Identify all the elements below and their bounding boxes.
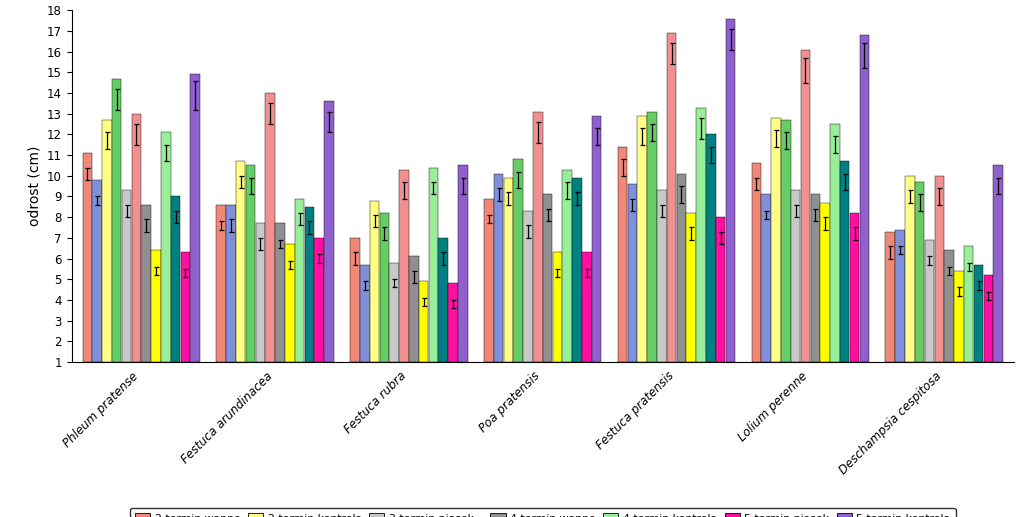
Bar <box>647 112 656 362</box>
Bar <box>925 240 934 362</box>
Bar <box>914 182 925 362</box>
Bar <box>572 178 582 362</box>
Bar <box>944 250 953 362</box>
Bar <box>637 116 647 362</box>
Bar <box>886 232 895 362</box>
Bar <box>409 256 419 362</box>
Bar <box>449 283 458 362</box>
Bar <box>543 194 552 362</box>
Bar <box>399 170 409 362</box>
Bar <box>628 184 637 362</box>
Bar <box>667 33 677 362</box>
Bar <box>791 190 801 362</box>
Bar <box>984 275 993 362</box>
Bar <box>161 132 171 362</box>
Bar <box>305 207 314 362</box>
Bar <box>707 134 716 362</box>
Bar <box>360 265 370 362</box>
Bar <box>112 79 122 362</box>
Bar <box>484 199 494 362</box>
Bar <box>553 252 562 362</box>
Bar <box>429 168 438 362</box>
Bar <box>974 265 983 362</box>
Bar <box>438 238 449 362</box>
Bar <box>226 205 236 362</box>
Bar <box>171 196 180 362</box>
Bar <box>935 176 944 362</box>
Legend: 2 termin wapno, 2 termin piasek, 2 termin kontrola, 3 termin wapno, 3 termin pia: 2 termin wapno, 2 termin piasek, 2 termi… <box>130 508 955 517</box>
Bar <box>686 213 696 362</box>
Bar <box>83 153 92 362</box>
Bar <box>830 124 840 362</box>
Bar <box>190 74 200 362</box>
Bar <box>504 178 513 362</box>
Bar <box>562 170 572 362</box>
Bar <box>811 194 820 362</box>
Bar <box>350 238 359 362</box>
Bar <box>859 35 869 362</box>
Bar <box>92 180 101 362</box>
Bar <box>534 112 543 362</box>
Bar <box>657 190 667 362</box>
Bar <box>762 194 771 362</box>
Bar <box>494 174 504 362</box>
Bar <box>771 118 780 362</box>
Bar <box>582 252 592 362</box>
Bar <box>458 165 468 362</box>
Bar <box>964 246 974 362</box>
Bar <box>617 147 628 362</box>
Bar <box>285 244 295 362</box>
Bar <box>523 211 532 362</box>
Bar <box>716 217 725 362</box>
Bar <box>275 223 285 362</box>
Bar <box>954 271 964 362</box>
Bar <box>325 101 334 362</box>
Bar <box>180 252 190 362</box>
Bar <box>513 159 523 362</box>
Bar <box>141 205 151 362</box>
Bar <box>265 93 274 362</box>
Bar <box>122 190 131 362</box>
Bar <box>696 108 706 362</box>
Bar <box>840 161 850 362</box>
Bar <box>801 50 810 362</box>
Bar <box>314 238 324 362</box>
Bar <box>216 205 226 362</box>
Bar <box>389 263 399 362</box>
Bar <box>295 199 304 362</box>
Bar <box>152 250 161 362</box>
Bar <box>677 174 686 362</box>
Bar <box>102 120 112 362</box>
Bar <box>236 161 246 362</box>
Bar <box>246 165 255 362</box>
Bar <box>592 116 601 362</box>
Bar <box>850 213 859 362</box>
Bar <box>752 163 761 362</box>
Bar <box>380 213 389 362</box>
Bar <box>419 281 428 362</box>
Y-axis label: odrost (cm): odrost (cm) <box>28 146 41 226</box>
Bar <box>895 230 905 362</box>
Bar <box>993 165 1002 362</box>
Bar <box>820 203 829 362</box>
Bar <box>781 120 791 362</box>
Bar <box>256 223 265 362</box>
Bar <box>905 176 914 362</box>
Bar <box>132 114 141 362</box>
Bar <box>726 19 735 362</box>
Bar <box>370 201 379 362</box>
